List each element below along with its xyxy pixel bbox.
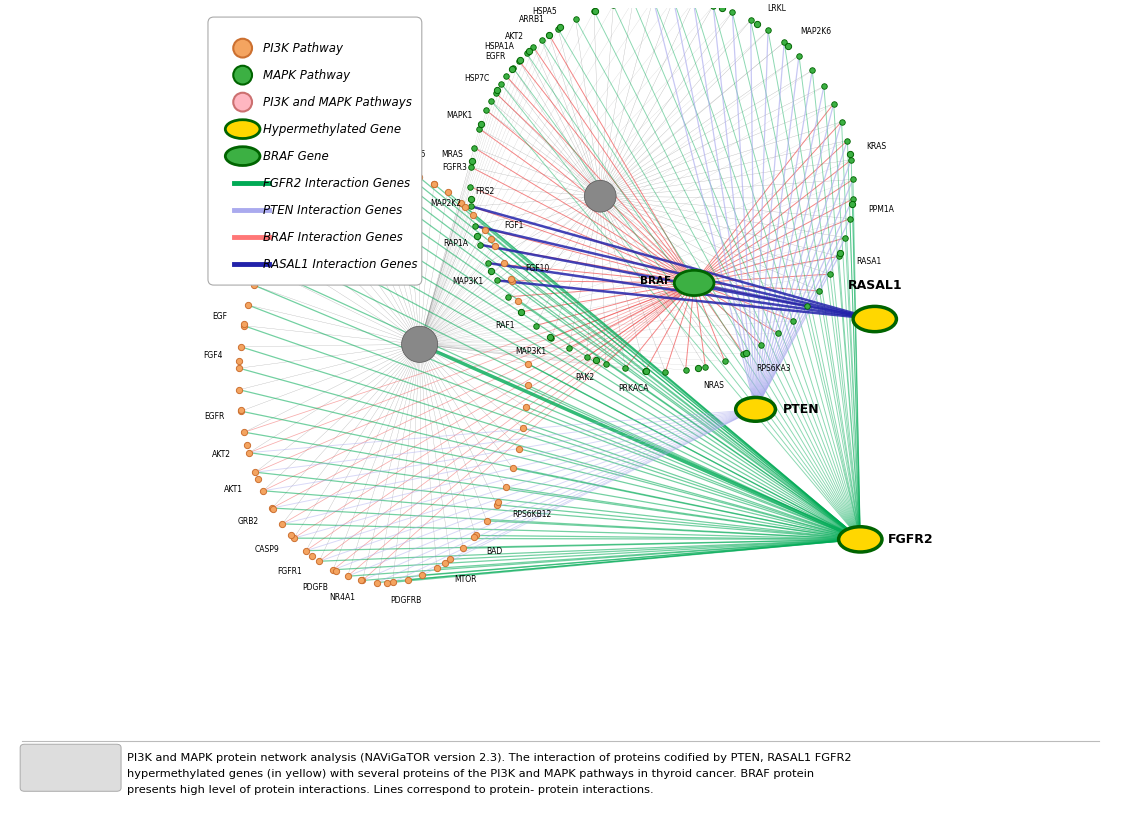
- Text: FGF3: FGF3: [342, 150, 361, 160]
- Text: MAP3K1: MAP3K1: [515, 348, 546, 356]
- Text: MAPK Pathway: MAPK Pathway: [262, 69, 350, 81]
- Text: RPS6KB12: RPS6KB12: [512, 510, 552, 519]
- Text: PPM1A: PPM1A: [869, 205, 895, 214]
- Text: RAF1: RAF1: [495, 321, 516, 330]
- Text: GRB2: GRB2: [238, 517, 259, 527]
- Text: FGFR2 Interaction Genes: FGFR2 Interaction Genes: [262, 176, 410, 190]
- Text: HSP7C: HSP7C: [464, 75, 490, 83]
- Text: MAPK1: MAPK1: [446, 111, 472, 120]
- Text: MTOR: MTOR: [454, 575, 476, 584]
- Text: FGF23: FGF23: [217, 264, 241, 273]
- Text: BRAF: BRAF: [640, 276, 671, 286]
- Circle shape: [233, 92, 252, 112]
- Text: BAD: BAD: [487, 547, 502, 556]
- Text: PDGFB: PDGFB: [302, 584, 328, 592]
- Text: RASAL1 Interaction Genes: RASAL1 Interaction Genes: [262, 258, 417, 270]
- Ellipse shape: [225, 120, 260, 139]
- Text: PI3K and MAPK protein network analysis (NAViGaTOR version 2.3). The interaction : PI3K and MAPK protein network analysis (…: [127, 753, 851, 763]
- Text: FGFR1: FGFR1: [278, 567, 303, 576]
- Text: RASA1: RASA1: [856, 257, 881, 266]
- Text: FGF10: FGF10: [526, 264, 550, 273]
- Text: PAK2: PAK2: [576, 373, 595, 381]
- Text: BRAF Interaction Genes: BRAF Interaction Genes: [262, 231, 402, 244]
- Text: EGFR: EGFR: [204, 412, 224, 421]
- Text: AKT1: AKT1: [224, 486, 243, 494]
- Text: FGF2: FGF2: [250, 212, 269, 221]
- Text: CASP9: CASP9: [254, 545, 279, 554]
- Text: ARRB1: ARRB1: [519, 15, 545, 24]
- Text: FGFR3: FGFR3: [443, 163, 467, 172]
- Ellipse shape: [225, 147, 260, 165]
- Text: RPS6KA3: RPS6KA3: [756, 365, 790, 373]
- Text: PI3K Pathway: PI3K Pathway: [262, 42, 343, 55]
- Text: NRAS: NRAS: [704, 381, 724, 391]
- Ellipse shape: [674, 270, 714, 296]
- Text: MAP2K2: MAP2K2: [430, 199, 462, 208]
- Text: FGFR2: FGFR2: [888, 533, 934, 546]
- Text: FGF1: FGF1: [504, 221, 524, 230]
- Text: hypermethylated genes (in yellow) with several proteins of the PI3K and MAPK pat: hypermethylated genes (in yellow) with s…: [127, 769, 814, 779]
- Text: FRS2: FRS2: [475, 186, 494, 196]
- Text: presents high level of protein interactions. Lines correspond to protein- protei: presents high level of protein interacti…: [127, 785, 654, 795]
- Text: AKT2: AKT2: [212, 449, 231, 459]
- Text: FGF5: FGF5: [406, 150, 425, 160]
- Text: FGF6: FGF6: [272, 186, 291, 196]
- Text: MRAS: MRAS: [441, 150, 463, 159]
- FancyBboxPatch shape: [209, 17, 421, 285]
- Text: AKT2: AKT2: [506, 32, 525, 41]
- Text: PRKACA: PRKACA: [618, 384, 649, 393]
- Text: RASAL1: RASAL1: [847, 279, 902, 291]
- Text: PDGFRB: PDGFRB: [390, 596, 421, 605]
- Ellipse shape: [853, 307, 897, 332]
- Text: PTEN Interaction Genes: PTEN Interaction Genes: [262, 203, 402, 217]
- Text: NR4A1: NR4A1: [330, 593, 355, 602]
- Text: RAP1A: RAP1A: [444, 239, 469, 248]
- Circle shape: [401, 326, 437, 362]
- Text: MAP2K6: MAP2K6: [800, 27, 832, 36]
- Text: FGF4: FGF4: [203, 350, 223, 360]
- Text: PI3K and MAPK Pathways: PI3K and MAPK Pathways: [262, 96, 411, 108]
- Text: PTEN: PTEN: [782, 403, 819, 416]
- Circle shape: [584, 181, 617, 213]
- Text: FGF8: FGF8: [297, 168, 316, 176]
- Text: HSPA5: HSPA5: [532, 8, 557, 16]
- Ellipse shape: [839, 527, 882, 552]
- Text: MAP3K1: MAP3K1: [453, 276, 483, 286]
- Circle shape: [233, 39, 252, 57]
- Text: HSPA1A: HSPA1A: [484, 42, 515, 51]
- Text: KRAS: KRAS: [867, 143, 887, 151]
- Text: LRKL: LRKL: [767, 3, 786, 13]
- Text: EGF: EGF: [213, 312, 228, 321]
- Text: EGFR: EGFR: [485, 52, 506, 61]
- Circle shape: [233, 66, 252, 85]
- Ellipse shape: [735, 397, 776, 421]
- Text: Hypermethylated Gene: Hypermethylated Gene: [262, 123, 401, 135]
- Text: Figure 1: Figure 1: [28, 761, 83, 774]
- Text: BRAF Gene: BRAF Gene: [262, 150, 328, 163]
